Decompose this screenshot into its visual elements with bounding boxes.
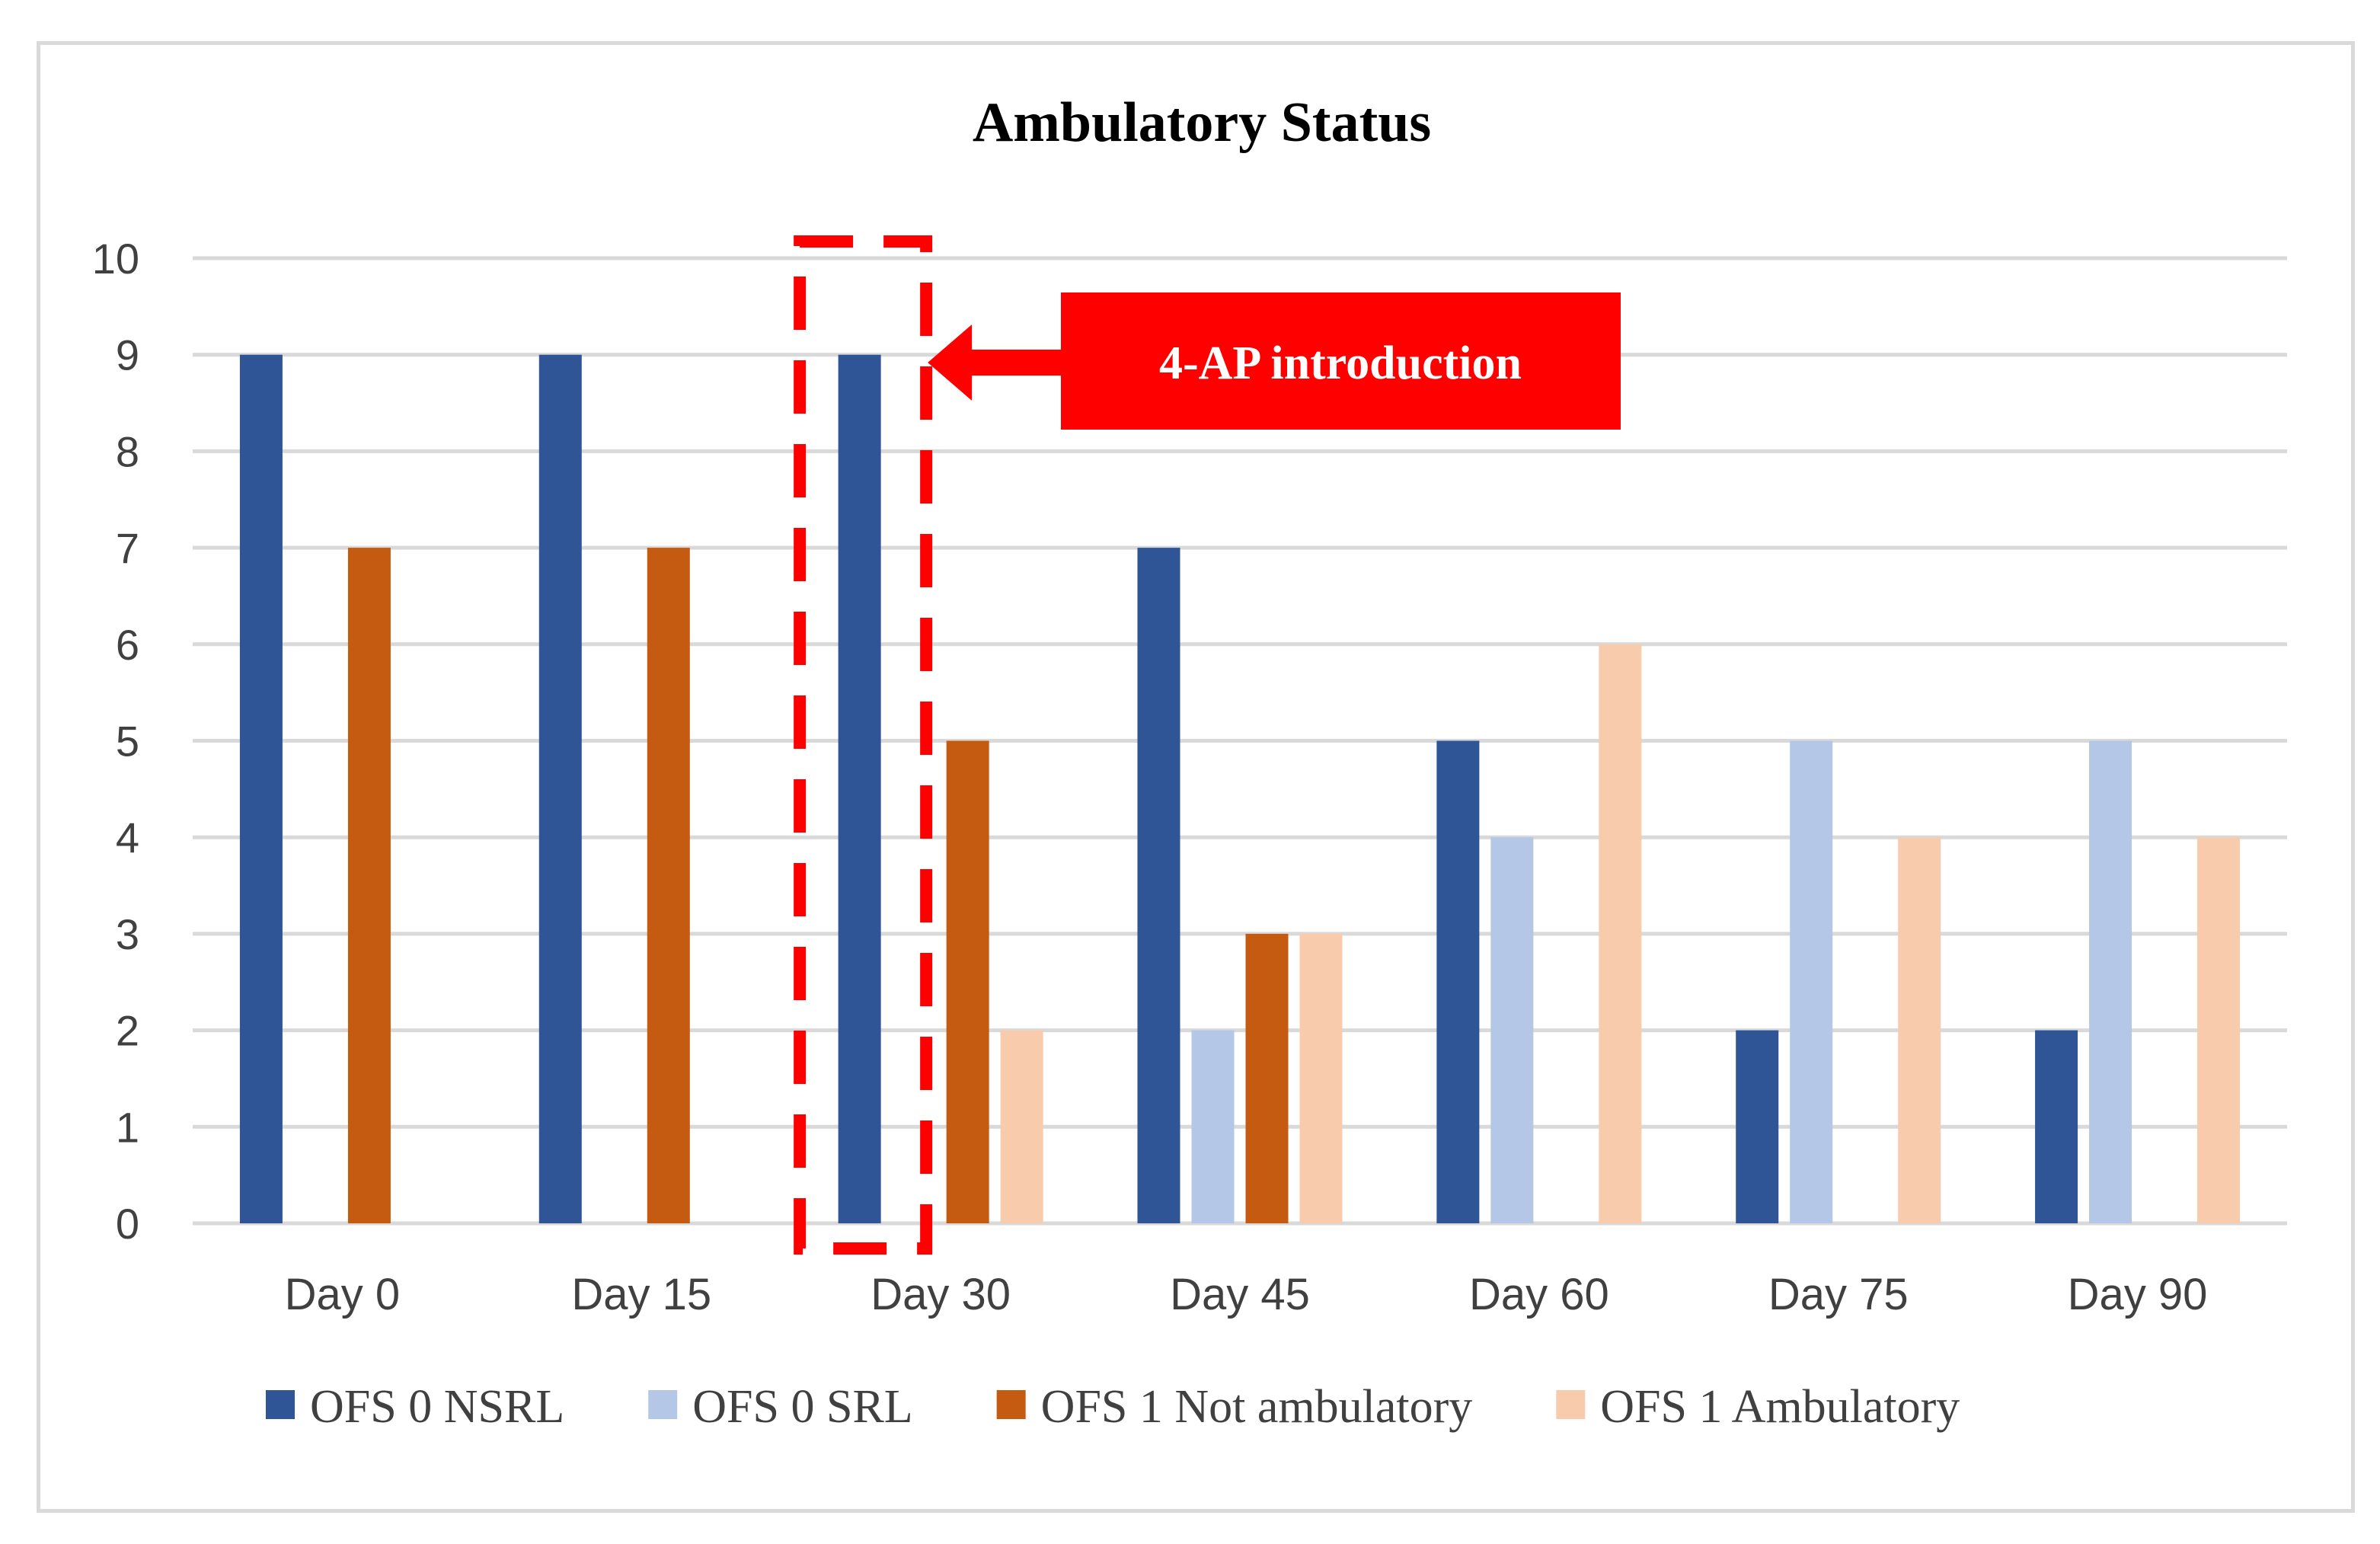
bar bbox=[2089, 740, 2132, 1223]
y-tick-label: 1 bbox=[116, 1103, 139, 1151]
chart-title: Ambulatory Status bbox=[973, 91, 1431, 154]
bar bbox=[1191, 1030, 1235, 1223]
y-tick-label: 7 bbox=[116, 524, 139, 572]
bar bbox=[1898, 837, 1941, 1223]
legend-label: OFS 1 Ambulatory bbox=[1600, 1381, 1960, 1433]
bar bbox=[1245, 933, 1289, 1223]
bar bbox=[1436, 740, 1480, 1223]
x-tick-label: Day 45 bbox=[1170, 1270, 1310, 1319]
y-tick-label: 8 bbox=[116, 427, 139, 475]
legend-label: OFS 1 Not ambulatory bbox=[1041, 1381, 1473, 1433]
annotation-label: 4-AP introduction bbox=[1159, 337, 1522, 389]
bar bbox=[838, 354, 881, 1224]
y-tick-label: 0 bbox=[116, 1200, 139, 1248]
y-tick-label: 4 bbox=[116, 814, 139, 862]
legend-swatch bbox=[266, 1390, 295, 1419]
annotation-box bbox=[1061, 292, 1621, 430]
bar bbox=[1137, 548, 1180, 1223]
x-tick-label: Day 90 bbox=[2068, 1270, 2208, 1319]
bar bbox=[2035, 1030, 2078, 1223]
annotation: 4-AP introduction bbox=[794, 235, 1621, 1255]
legend-label: OFS 0 NSRL bbox=[310, 1381, 564, 1433]
legend: OFS 0 NSRL OFS 0 SRL OFS 1 Not ambulatory O… bbox=[266, 1381, 1960, 1433]
x-tick-label: Day 75 bbox=[1768, 1270, 1909, 1319]
legend-swatch bbox=[1556, 1390, 1586, 1419]
y-tick-label: 3 bbox=[116, 910, 139, 958]
bar bbox=[1736, 1030, 1779, 1223]
bars bbox=[239, 354, 2241, 1224]
y-tick-label: 2 bbox=[116, 1007, 139, 1055]
bar bbox=[347, 548, 391, 1223]
legend-swatch bbox=[996, 1390, 1026, 1419]
x-tick-label: Day 30 bbox=[871, 1270, 1011, 1319]
bar bbox=[946, 740, 989, 1223]
bar bbox=[1000, 1030, 1043, 1223]
highlight-box bbox=[794, 235, 933, 1255]
x-tick-label: Day 15 bbox=[571, 1270, 711, 1319]
bar bbox=[1790, 740, 1833, 1223]
legend-swatch bbox=[648, 1390, 678, 1419]
bar bbox=[1599, 644, 1642, 1223]
bar bbox=[647, 548, 690, 1223]
bar bbox=[538, 354, 582, 1224]
y-axis-ticks: 0 1 2 3 4 5 6 7 8 9 10 bbox=[92, 235, 139, 1248]
chart-frame: Ambulatory Status 0 1 2 3 4 5 6 7 8 9 10 Day 0 Day … bbox=[37, 41, 2355, 1513]
y-tick-label: 10 bbox=[92, 235, 139, 283]
bar bbox=[239, 354, 283, 1224]
y-tick-label: 9 bbox=[116, 331, 139, 379]
y-tick-label: 6 bbox=[116, 621, 139, 669]
x-tick-label: Day 60 bbox=[1469, 1270, 1609, 1319]
bar bbox=[1299, 933, 1343, 1223]
x-axis-ticks: Day 0 Day 15 Day 30 Day 45 Day 60 Day 75 Day 9… bbox=[285, 1270, 2208, 1319]
bar bbox=[2197, 837, 2241, 1223]
y-tick-label: 5 bbox=[116, 718, 139, 766]
bar bbox=[1490, 837, 1534, 1223]
x-tick-label: Day 0 bbox=[285, 1270, 401, 1319]
legend-label: OFS 0 SRL bbox=[692, 1381, 912, 1433]
arrow bbox=[928, 324, 1065, 401]
